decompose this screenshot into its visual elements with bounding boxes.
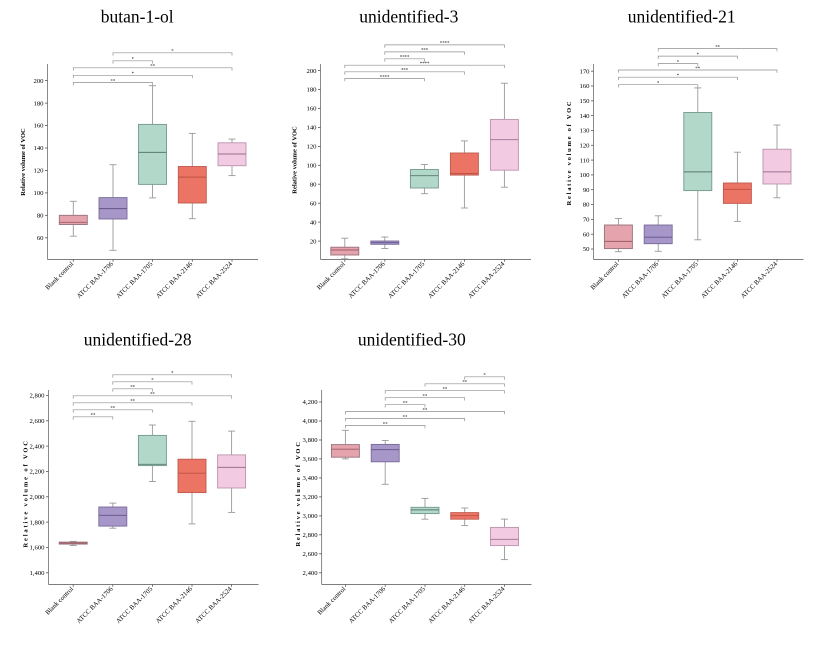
svg-text:4,200: 4,200: [303, 399, 319, 406]
svg-text:2,800: 2,800: [29, 393, 45, 400]
svg-text:40: 40: [310, 219, 317, 226]
svg-text:**: **: [150, 65, 155, 70]
svg-text:200: 200: [33, 78, 44, 85]
svg-text:**: **: [462, 381, 467, 386]
svg-text:3,400: 3,400: [303, 475, 319, 482]
svg-text:1,800: 1,800: [29, 519, 45, 526]
svg-text:*: *: [697, 53, 700, 58]
svg-text:110: 110: [580, 157, 590, 164]
svg-text:**: **: [383, 422, 388, 427]
svg-text:*: *: [171, 50, 174, 55]
svg-text:140: 140: [306, 125, 317, 132]
svg-text:120: 120: [579, 143, 590, 150]
svg-text:**: **: [111, 79, 116, 84]
svg-text:160: 160: [33, 123, 44, 130]
svg-text:***: ***: [401, 69, 409, 74]
svg-text:3,800: 3,800: [303, 437, 319, 444]
svg-text:100: 100: [579, 172, 590, 179]
svg-text:unidentified-3: unidentified-3: [359, 6, 458, 26]
svg-text:80: 80: [37, 213, 44, 220]
svg-text:****: ****: [400, 56, 410, 61]
svg-text:**: **: [130, 400, 135, 405]
svg-text:180: 180: [306, 87, 317, 94]
svg-text:2,000: 2,000: [29, 494, 45, 501]
svg-text:3,600: 3,600: [303, 456, 319, 463]
svg-text:**: **: [403, 402, 408, 407]
svg-text:*: *: [132, 58, 135, 63]
svg-text:2,400: 2,400: [303, 570, 319, 577]
svg-text:150: 150: [579, 98, 590, 105]
svg-text:130: 130: [579, 128, 590, 135]
svg-text:*: *: [677, 74, 680, 79]
svg-text:100: 100: [33, 190, 44, 197]
svg-text:**: **: [443, 388, 448, 393]
svg-text:butan-1-ol: butan-1-ol: [101, 6, 174, 26]
svg-text:**: **: [130, 386, 135, 391]
svg-text:****: ****: [380, 75, 390, 80]
svg-text:140: 140: [33, 145, 44, 152]
svg-text:2,800: 2,800: [303, 532, 319, 539]
svg-text:**: **: [423, 408, 428, 413]
svg-text:unidentified-21: unidentified-21: [628, 6, 736, 26]
svg-text:2,600: 2,600: [29, 418, 45, 425]
svg-text:*: *: [151, 379, 154, 384]
svg-text:2,200: 2,200: [29, 469, 45, 476]
svg-text:200: 200: [306, 68, 317, 75]
svg-text:4,000: 4,000: [303, 418, 319, 425]
svg-text:2,600: 2,600: [303, 551, 319, 558]
svg-text:90: 90: [583, 187, 590, 194]
svg-text:180: 180: [33, 100, 44, 107]
svg-text:140: 140: [579, 113, 590, 120]
svg-text:**: **: [91, 414, 96, 419]
svg-text:unidentified-30: unidentified-30: [358, 330, 466, 350]
svg-text:***: ***: [421, 49, 429, 54]
svg-text:*: *: [132, 72, 135, 77]
svg-text:**: **: [715, 45, 720, 50]
svg-text:80: 80: [583, 202, 590, 209]
svg-text:60: 60: [583, 231, 590, 238]
svg-text:160: 160: [306, 106, 317, 113]
svg-text:Relative volume of VOC: Relative volume of VOC: [20, 128, 27, 196]
svg-text:****: ****: [440, 42, 450, 47]
svg-text:****: ****: [420, 62, 430, 67]
svg-text:80: 80: [310, 181, 317, 188]
svg-text:*: *: [483, 374, 486, 379]
svg-text:3,200: 3,200: [303, 494, 319, 501]
svg-text:100: 100: [306, 163, 317, 170]
svg-text:60: 60: [310, 200, 317, 207]
svg-text:*: *: [171, 372, 174, 377]
svg-text:50: 50: [583, 246, 590, 253]
svg-text:160: 160: [579, 83, 590, 90]
svg-text:*: *: [657, 82, 660, 87]
svg-text:**: **: [695, 67, 700, 72]
svg-text:1,600: 1,600: [29, 545, 45, 552]
svg-text:60: 60: [37, 235, 44, 242]
svg-text:2,400: 2,400: [29, 443, 45, 450]
svg-text:120: 120: [33, 168, 44, 175]
svg-text:**: **: [403, 415, 408, 420]
svg-text:3,000: 3,000: [303, 513, 319, 520]
svg-text:**: **: [110, 407, 115, 412]
svg-text:120: 120: [306, 144, 317, 151]
svg-text:unidentified-28: unidentified-28: [84, 330, 192, 350]
svg-text:**: **: [150, 393, 155, 398]
svg-text:*: *: [677, 60, 680, 65]
svg-text:70: 70: [583, 217, 590, 224]
svg-text:Relative volume of VOC: Relative volume of VOC: [292, 126, 299, 194]
svg-text:1,400: 1,400: [29, 570, 45, 577]
svg-text:170: 170: [579, 68, 590, 75]
svg-text:20: 20: [310, 238, 317, 245]
svg-text:**: **: [423, 395, 428, 400]
